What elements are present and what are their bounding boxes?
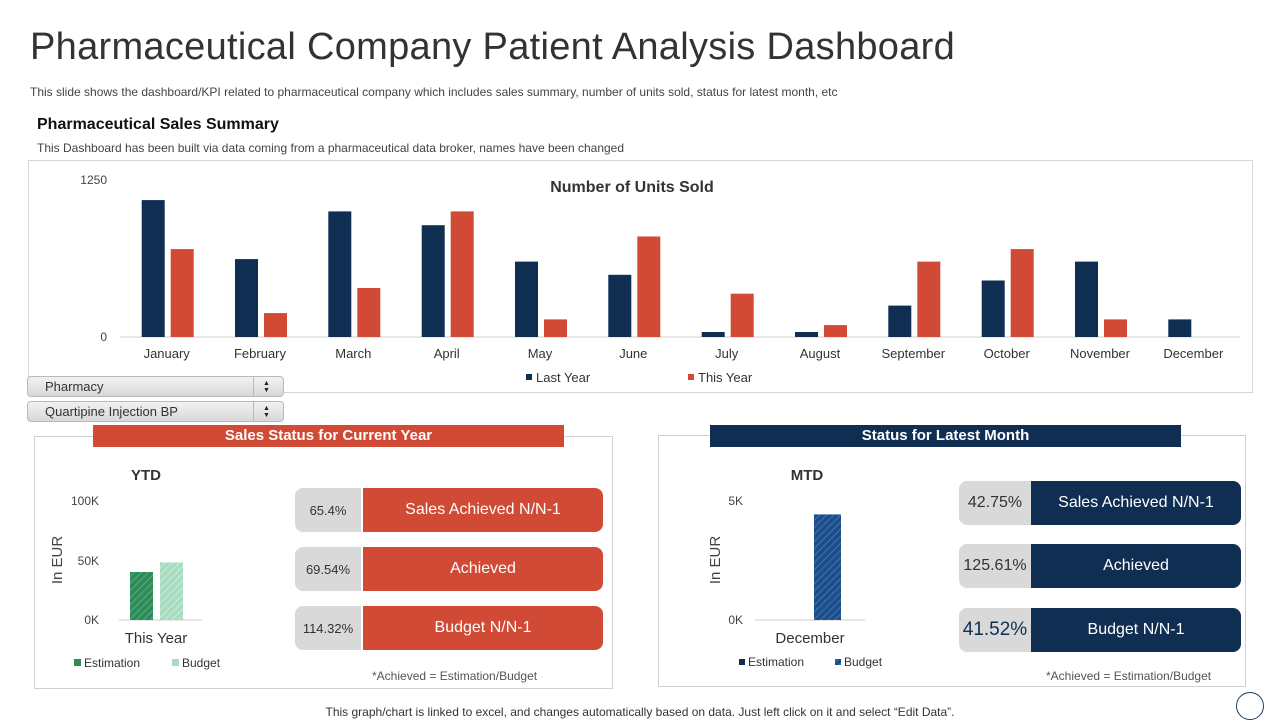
bar-this-year-march[interactable] (357, 288, 381, 337)
footer-note: This graph/chart is linked to excel, and… (325, 705, 955, 719)
bar-this-year-november[interactable] (1104, 319, 1127, 337)
bar-last-year-october[interactable] (981, 280, 1005, 338)
y-axis-label: In EUR (707, 536, 724, 585)
bar-last-year-january[interactable] (141, 200, 165, 337)
x-tick-label: June (619, 346, 647, 361)
y-axis-label: In EUR (49, 536, 66, 585)
kpi-label: Sales Achieved N/N-1 (361, 488, 603, 532)
kpi-percentage: 65.4% (295, 488, 361, 532)
product-dropdown[interactable]: Quartipine Injection BP ▲ ▼ (27, 401, 284, 422)
bar-last-year-august[interactable] (795, 332, 818, 337)
pharmacy-dropdown-value: Pharmacy (45, 379, 104, 394)
bar-this-year-june[interactable] (637, 236, 661, 338)
x-tick-label: May (528, 346, 553, 361)
bar-this-year-september[interactable] (917, 261, 941, 337)
chart-title: Number of Units Sold (550, 179, 714, 196)
kpi-label: Achieved (361, 547, 603, 591)
bar-budget[interactable] (814, 514, 841, 620)
bar-last-year-september[interactable] (888, 305, 912, 337)
kpi-label: Achieved (1031, 544, 1241, 588)
y-tick-label: 100K (71, 494, 99, 508)
kpi-percentage: 69.54% (295, 547, 361, 591)
bar-last-year-december[interactable] (1168, 319, 1192, 337)
x-tick-label: August (800, 346, 841, 361)
bar-this-year-july[interactable] (730, 293, 754, 337)
bar-estimation[interactable] (130, 572, 153, 620)
bar-budget[interactable] (160, 562, 183, 620)
product-dropdown-value: Quartipine Injection BP (45, 404, 178, 419)
ytd-chart[interactable]: YTD 100K 50K 0K In EUR This Year Estimat… (34, 460, 274, 680)
kpi-percentage: 114.32% (295, 606, 361, 650)
mtd-title: MTD (791, 467, 824, 484)
ytd-title: YTD (131, 467, 161, 484)
x-tick-label: December (1163, 346, 1224, 361)
legend-estimation: Estimation (748, 655, 804, 669)
units-sold-chart-frame (28, 160, 1253, 393)
updown-arrow-icon[interactable]: ▲ ▼ (253, 377, 279, 396)
bar-last-year-march[interactable] (328, 211, 352, 337)
x-tick-label: September (882, 346, 946, 361)
kpi-label: Budget N/N-1 (1031, 608, 1241, 652)
bar-last-year-april[interactable] (421, 225, 445, 337)
y-tick-label: 0 (100, 330, 107, 344)
x-tick-label: January (144, 346, 191, 361)
y-tick-label: 0K (84, 613, 99, 627)
x-tick-label: November (1070, 346, 1131, 361)
legend-swatch-budget (172, 659, 179, 666)
y-tick-label: 0K (728, 613, 743, 627)
bar-this-year-april[interactable] (450, 211, 474, 337)
legend-swatch-budget (835, 659, 841, 665)
nav-circle-icon[interactable] (1236, 692, 1264, 720)
legend-budget: Budget (844, 655, 883, 669)
achieved-note: *Achieved = Estimation/Budget (372, 669, 538, 683)
legend-this-year: This Year (698, 370, 753, 385)
y-tick-label: 50K (78, 554, 99, 568)
kpi-percentage: 41.52% (959, 608, 1031, 652)
bar-this-year-august[interactable] (824, 325, 847, 337)
legend-estimation: Estimation (84, 656, 140, 670)
bar-this-year-may[interactable] (544, 319, 567, 337)
y-tick-label: 1250 (80, 173, 107, 187)
bar-this-year-october[interactable] (1010, 249, 1034, 337)
bar-last-year-february[interactable] (235, 259, 258, 337)
x-tick-label: December (775, 630, 844, 647)
bar-last-year-june[interactable] (608, 274, 632, 337)
bar-last-year-july[interactable] (701, 332, 725, 337)
pharmacy-dropdown[interactable]: Pharmacy ▲ ▼ (27, 376, 284, 397)
units-sold-chart[interactable]: Number of Units Sold 1250 0 January Febru… (28, 160, 1253, 393)
kpi-label: Sales Achieved N/N-1 (1031, 481, 1241, 525)
page-subtitle: This slide shows the dashboard/KPI relat… (30, 85, 838, 99)
summary-title: Pharmaceutical Sales Summary (37, 116, 279, 133)
x-tick-label: April (434, 346, 460, 361)
bar-this-year-february[interactable] (264, 313, 287, 337)
bar-last-year-may[interactable] (515, 261, 538, 337)
x-tick-label: March (335, 346, 371, 361)
y-tick-label: 5K (728, 494, 743, 508)
page-title: Pharmaceutical Company Patient Analysis … (30, 26, 956, 68)
legend-last-year: Last Year (536, 370, 591, 385)
x-tick-label: July (715, 346, 739, 361)
current-year-banner: Sales Status for Current Year (93, 425, 564, 447)
legend-swatch-last-year (526, 374, 532, 380)
achieved-note: *Achieved = Estimation/Budget (1046, 669, 1212, 683)
x-tick-label: October (984, 346, 1031, 361)
latest-month-banner: Status for Latest Month (710, 425, 1181, 447)
x-tick-label: February (234, 346, 287, 361)
updown-arrow-icon[interactable]: ▲ ▼ (253, 402, 279, 421)
kpi-percentage: 42.75% (959, 481, 1031, 525)
x-tick-label: This Year (125, 630, 188, 647)
bar-last-year-november[interactable] (1075, 261, 1098, 337)
mtd-chart[interactable]: MTD 5K 0K In EUR December Estimation Bud… (690, 460, 900, 680)
legend-budget: Budget (182, 656, 221, 670)
bar-this-year-january[interactable] (170, 249, 194, 337)
legend-swatch-estimation (739, 659, 745, 665)
summary-subtitle: This Dashboard has been built via data c… (37, 141, 625, 155)
legend-swatch-this-year (688, 374, 694, 380)
kpi-percentage: 125.61% (959, 544, 1031, 588)
legend-swatch-estimation (74, 659, 81, 666)
kpi-label: Budget N/N-1 (361, 606, 603, 650)
